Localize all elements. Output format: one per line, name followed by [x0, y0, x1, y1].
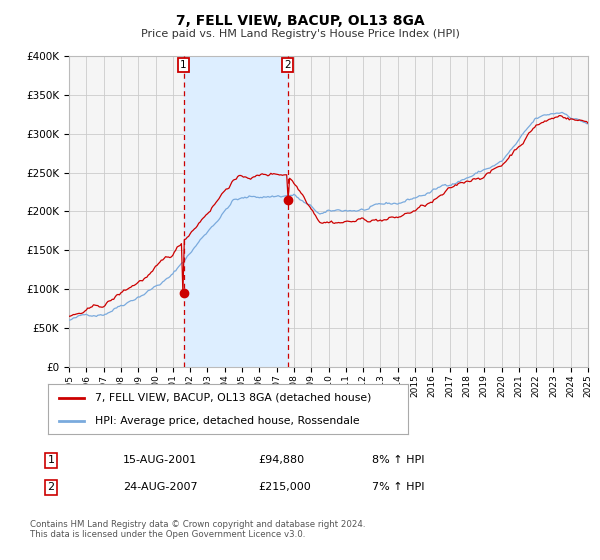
Text: £215,000: £215,000 [258, 482, 311, 492]
Text: 24-AUG-2007: 24-AUG-2007 [123, 482, 197, 492]
Text: HPI: Average price, detached house, Rossendale: HPI: Average price, detached house, Ross… [95, 417, 359, 426]
Text: 15-AUG-2001: 15-AUG-2001 [123, 455, 197, 465]
Text: 7, FELL VIEW, BACUP, OL13 8GA: 7, FELL VIEW, BACUP, OL13 8GA [176, 14, 424, 28]
Bar [184, 56, 287, 367]
Text: 2: 2 [47, 482, 55, 492]
Text: Price paid vs. HM Land Registry's House Price Index (HPI): Price paid vs. HM Land Registry's House … [140, 29, 460, 39]
Text: £94,880: £94,880 [258, 455, 304, 465]
Text: 8% ↑ HPI: 8% ↑ HPI [372, 455, 425, 465]
Text: 1: 1 [47, 455, 55, 465]
Text: Contains HM Land Registry data © Crown copyright and database right 2024.
This d: Contains HM Land Registry data © Crown c… [30, 520, 365, 539]
Text: 2: 2 [284, 60, 291, 70]
Text: 1: 1 [180, 60, 187, 70]
Text: 7, FELL VIEW, BACUP, OL13 8GA (detached house): 7, FELL VIEW, BACUP, OL13 8GA (detached … [95, 393, 371, 403]
Text: 7% ↑ HPI: 7% ↑ HPI [372, 482, 425, 492]
